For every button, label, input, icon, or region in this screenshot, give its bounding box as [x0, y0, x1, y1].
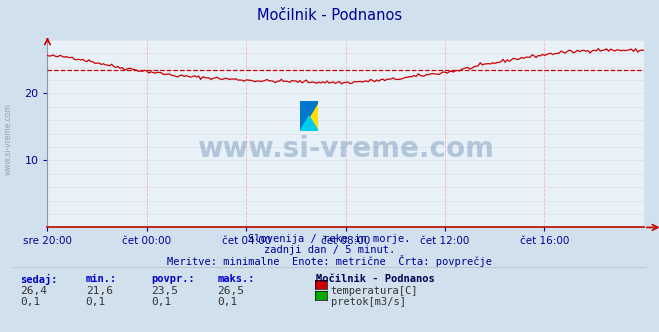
Text: povpr.:: povpr.:: [152, 274, 195, 284]
Polygon shape: [300, 101, 318, 131]
Text: pretok[m3/s]: pretok[m3/s]: [331, 297, 406, 307]
Text: 0,1: 0,1: [152, 297, 172, 307]
Polygon shape: [300, 116, 318, 131]
Text: maks.:: maks.:: [217, 274, 255, 284]
Text: zadnji dan / 5 minut.: zadnji dan / 5 minut.: [264, 245, 395, 255]
Text: 21,6: 21,6: [86, 286, 113, 295]
Text: sedaj:: sedaj:: [20, 274, 57, 285]
Text: 0,1: 0,1: [86, 297, 106, 307]
Text: www.si-vreme.com: www.si-vreme.com: [197, 135, 494, 163]
Text: 0,1: 0,1: [20, 297, 40, 307]
Text: Slovenija / reke in morje.: Slovenija / reke in morje.: [248, 234, 411, 244]
Text: 0,1: 0,1: [217, 297, 238, 307]
Text: 26,4: 26,4: [20, 286, 47, 295]
Text: Močilnik - Podnanos: Močilnik - Podnanos: [257, 8, 402, 23]
Text: Meritve: minimalne  Enote: metrične  Črta: povprečje: Meritve: minimalne Enote: metrične Črta:…: [167, 255, 492, 267]
Text: Močilnik - Podnanos: Močilnik - Podnanos: [316, 274, 435, 284]
Text: www.si-vreme.com: www.si-vreme.com: [3, 104, 13, 175]
Text: min.:: min.:: [86, 274, 117, 284]
Text: temperatura[C]: temperatura[C]: [331, 286, 418, 295]
Text: 23,5: 23,5: [152, 286, 179, 295]
Text: 26,5: 26,5: [217, 286, 244, 295]
Polygon shape: [300, 101, 318, 131]
